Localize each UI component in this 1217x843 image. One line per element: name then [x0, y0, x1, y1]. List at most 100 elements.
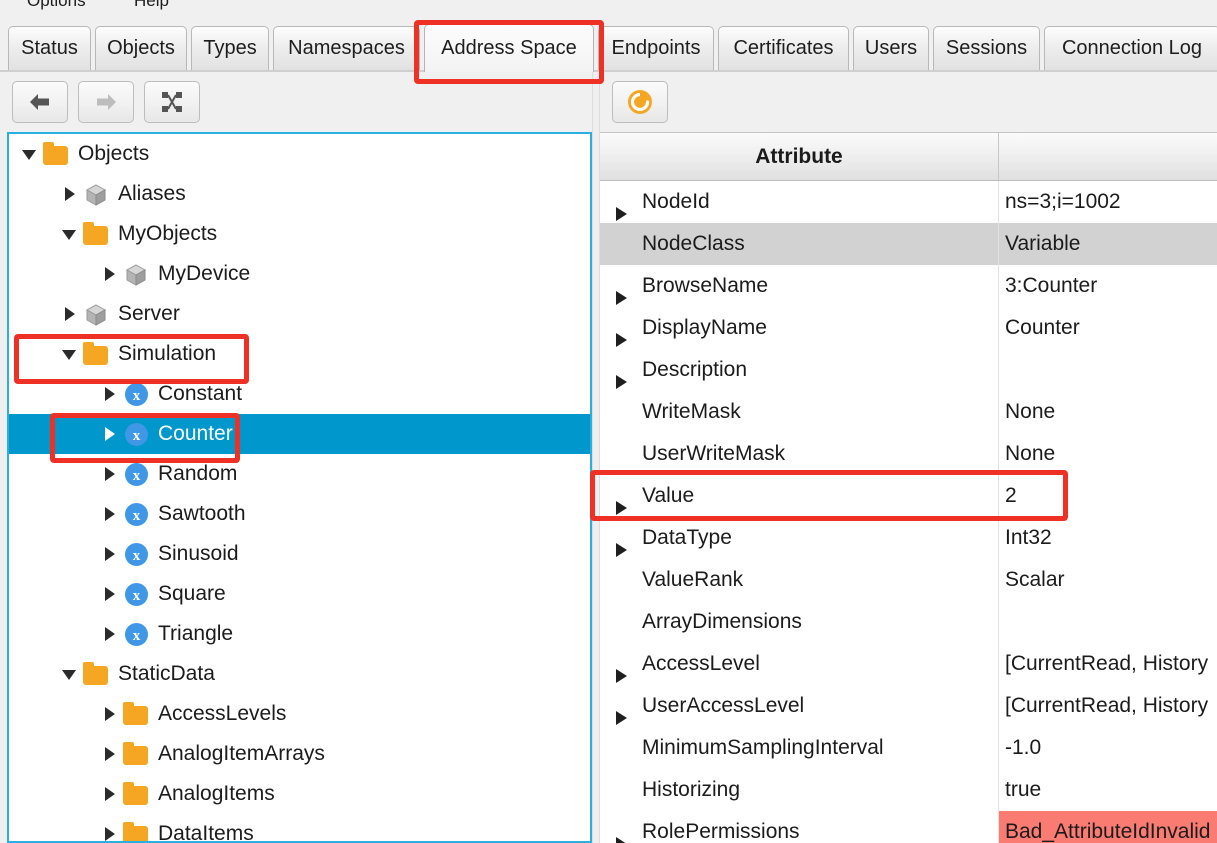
forward-arrow-icon — [97, 94, 116, 110]
attribute-row[interactable]: WriteMask None — [600, 391, 1217, 433]
tree-node-label: Square — [158, 582, 226, 605]
tree-node-sawtooth[interactable]: x Sawtooth — [9, 494, 590, 534]
back-button[interactable] — [12, 81, 68, 123]
tab-certificates[interactable]: Certificates — [718, 26, 849, 70]
attribute-row[interactable]: BrowseName 3:Counter — [600, 265, 1217, 307]
chevron-right-icon[interactable] — [99, 463, 121, 485]
attribute-row[interactable]: Value 2 — [600, 475, 1217, 517]
refresh-button[interactable] — [612, 81, 668, 123]
tree-node-icon — [121, 741, 151, 767]
attribute-row[interactable]: ValueRank Scalar — [600, 559, 1217, 601]
tree-node-label: Random — [158, 462, 238, 485]
attribute-row[interactable]: DataType Int32 — [600, 517, 1217, 559]
tree-node-simulation[interactable]: Simulation — [9, 334, 590, 374]
object-cube-icon — [85, 304, 107, 326]
tree-toolbar — [0, 72, 592, 130]
attribute-row[interactable]: ArrayDimensions — [600, 601, 1217, 643]
tree-node-icon — [81, 661, 111, 687]
attribute-row[interactable]: UserWriteMask None — [600, 433, 1217, 475]
variable-icon: x — [125, 383, 148, 406]
tree-node-analogitems[interactable]: AnalogItems — [9, 774, 590, 814]
column-header-attribute[interactable]: Attribute — [600, 133, 999, 180]
menu-item-options[interactable]: Options — [27, 0, 86, 10]
tree-node-counter[interactable]: x Counter — [9, 414, 590, 454]
tree-node-myobjects[interactable]: MyObjects — [9, 214, 590, 254]
tree-node-server[interactable]: Server — [9, 294, 590, 334]
chevron-right-icon[interactable] — [99, 783, 121, 805]
tab-objects[interactable]: Objects — [95, 26, 187, 70]
tab-connection-log[interactable]: Connection Log — [1044, 26, 1217, 70]
tree-node-label: MyDevice — [158, 262, 251, 285]
chevron-right-icon[interactable] — [99, 623, 121, 645]
chevron-right-icon[interactable] — [99, 543, 121, 565]
chevron-right-icon[interactable] — [59, 303, 81, 325]
tree-node-square[interactable]: x Square — [9, 574, 590, 614]
attribute-name: MinimumSamplingInterval — [642, 736, 884, 759]
chevron-right-icon[interactable] — [99, 423, 121, 445]
chevron-right-icon[interactable] — [99, 503, 121, 525]
tree-node-objects[interactable]: Objects — [9, 134, 590, 174]
attribute-row[interactable]: NodeId ns=3;i=1002 — [600, 181, 1217, 223]
attributes-table: Attribute NodeId ns=3;i=1002 NodeClass Vari… — [600, 132, 1217, 843]
tab-types[interactable]: Types — [191, 26, 269, 70]
tree-node-random[interactable]: x Random — [9, 454, 590, 494]
tab-users[interactable]: Users — [853, 26, 929, 70]
tab-address-space[interactable]: Address Space — [424, 24, 594, 72]
attribute-name-cell: DisplayName — [600, 307, 999, 349]
tree-node-icon — [121, 261, 151, 287]
column-header-value[interactable] — [999, 133, 1217, 180]
chevron-right-icon[interactable] — [59, 183, 81, 205]
address-space-tree[interactable]: Objects Aliases MyObjects MyDevice Server Sim… — [7, 132, 592, 843]
attribute-row[interactable]: RolePermissions Bad_AttributeIdInvalid — [600, 811, 1217, 843]
attribute-row[interactable]: MinimumSamplingInterval -1.0 — [600, 727, 1217, 769]
attribute-name-cell: DataType — [600, 517, 999, 559]
chevron-right-icon[interactable] — [99, 263, 121, 285]
tree-node-staticdata[interactable]: StaticData — [9, 654, 590, 694]
folder-icon — [123, 782, 148, 805]
tree-node-label: Sawtooth — [158, 502, 246, 525]
attribute-value-cell — [999, 349, 1217, 391]
attribute-row[interactable]: DisplayName Counter — [600, 307, 1217, 349]
tree-node-mydevice[interactable]: MyDevice — [9, 254, 590, 294]
chevron-right-icon[interactable] — [99, 823, 121, 841]
svg-text:x: x — [133, 628, 141, 644]
attribute-name-cell: ArrayDimensions — [600, 601, 999, 643]
attribute-row[interactable]: Description — [600, 349, 1217, 391]
attribute-row[interactable]: Historizing true — [600, 769, 1217, 811]
tab-endpoints[interactable]: Endpoints — [598, 26, 714, 70]
chevron-down-icon[interactable] — [19, 143, 41, 165]
menu-item-help[interactable]: Help — [134, 0, 169, 10]
tree-node-analogitemarrays[interactable]: AnalogItemArrays — [9, 734, 590, 774]
chevron-down-icon[interactable] — [59, 663, 81, 685]
tab-sessions[interactable]: Sessions — [933, 26, 1040, 70]
variable-icon: x — [125, 503, 148, 526]
chevron-right-icon[interactable] — [99, 383, 121, 405]
node-graph-button[interactable] — [144, 81, 200, 123]
attribute-name-cell: Value — [600, 475, 999, 517]
chevron-down-icon[interactable] — [59, 343, 81, 365]
pane-splitter[interactable] — [592, 72, 600, 843]
tree-node-triangle[interactable]: x Triangle — [9, 614, 590, 654]
chevron-right-icon[interactable] — [99, 703, 121, 725]
tree-node-dataitems[interactable]: DataItems — [9, 814, 590, 841]
chevron-down-icon[interactable] — [59, 223, 81, 245]
tree-node-label: AnalogItemArrays — [158, 742, 325, 765]
tab-status[interactable]: Status — [8, 26, 91, 70]
folder-icon — [83, 662, 108, 685]
attribute-value-cell: [CurrentRead, History — [1005, 652, 1209, 675]
tree-node-aliases[interactable]: Aliases — [9, 174, 590, 214]
tree-node-constant[interactable]: x Constant — [9, 374, 590, 414]
tree-node-label: StaticData — [118, 662, 215, 685]
attribute-name-cell: NodeId — [600, 181, 999, 223]
attribute-row[interactable]: UserAccessLevel [CurrentRead, History — [600, 685, 1217, 727]
chevron-right-icon[interactable] — [99, 743, 121, 765]
attribute-row[interactable]: AccessLevel [CurrentRead, History — [600, 643, 1217, 685]
tree-node-sinusoid[interactable]: x Sinusoid — [9, 534, 590, 574]
variable-icon: x — [125, 423, 148, 446]
attribute-row[interactable]: NodeClass Variable — [600, 223, 1217, 265]
svg-text:x: x — [133, 428, 141, 444]
tree-node-accesslevels[interactable]: AccessLevels — [9, 694, 590, 734]
chevron-right-icon[interactable] — [99, 583, 121, 605]
tab-namespaces[interactable]: Namespaces — [273, 26, 420, 70]
forward-button[interactable] — [78, 81, 134, 123]
